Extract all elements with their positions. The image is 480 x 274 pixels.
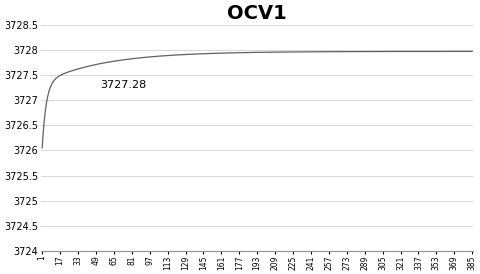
Text: 3727.28: 3727.28 xyxy=(100,80,146,90)
Title: OCV1: OCV1 xyxy=(227,4,287,23)
